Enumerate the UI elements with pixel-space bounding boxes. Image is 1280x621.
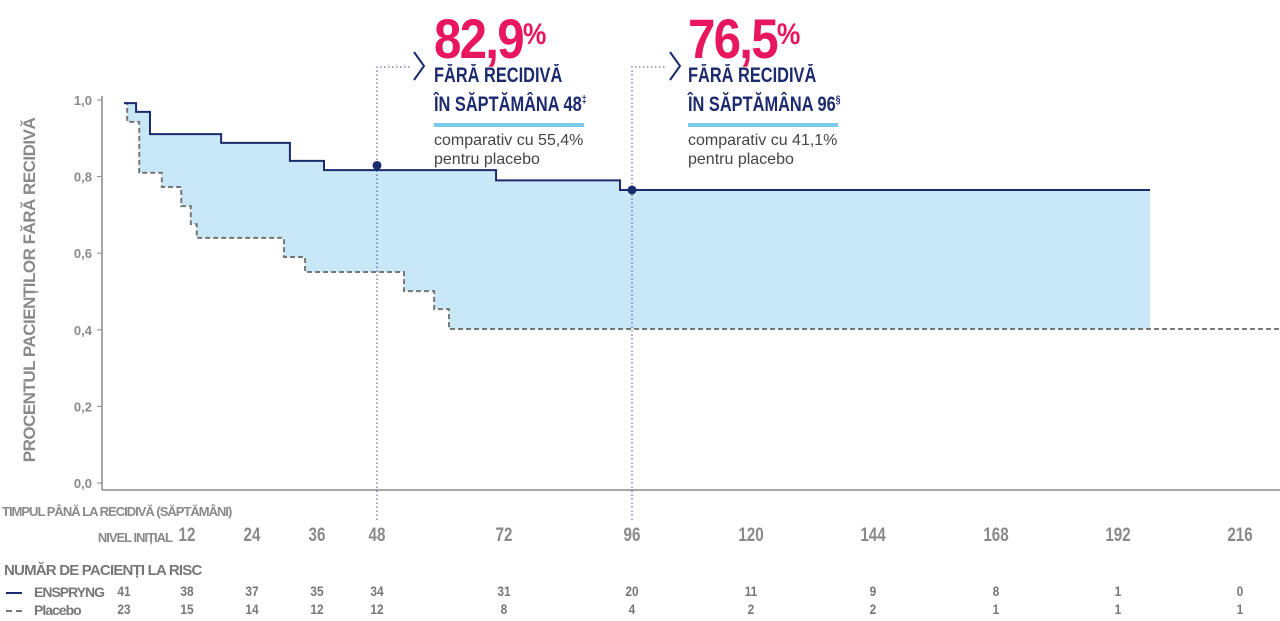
y-tick-label: 0,2 <box>74 399 92 414</box>
risk-count-placebo: 1 <box>992 601 1000 617</box>
x-axis-label: TIMPUL PÂNĂ LA RECIDIVĂ (SĂPTĂMÂNI) <box>2 504 232 519</box>
annotation-point <box>372 160 382 170</box>
risk-count-enspryng: 20 <box>625 583 639 599</box>
y-tick-label: 0,4 <box>74 323 93 338</box>
legend-solid-line-icon <box>6 592 22 594</box>
annotation-week-96: 76,5% FĂRĂ RECIDIVĂ ÎN SĂPTĂMÂNA 96§ com… <box>688 7 841 168</box>
risk-table-title: NUMĂR DE PACIENȚI LA RISC <box>4 562 202 579</box>
placebo-curve <box>124 102 1280 331</box>
y-tick-label: 1,0 <box>74 93 92 108</box>
guide-dotted-line <box>376 66 411 520</box>
y-axis-label: PROCENTUL PACIENȚILOR FĂRĂ RECIDIVĂ <box>20 117 39 463</box>
risk-count-enspryng: 34 <box>370 583 384 599</box>
risk-count-placebo: 12 <box>370 601 384 617</box>
risk-count-placebo: 2 <box>869 601 877 617</box>
risk-count-placebo: 12 <box>310 601 324 617</box>
enspryng-curve <box>124 102 1151 192</box>
risk-count-placebo: 2 <box>747 601 755 617</box>
risk-count-placebo: 1 <box>1236 601 1244 617</box>
risk-count-enspryng: 8 <box>992 583 1000 599</box>
x-tick-label: 48 <box>368 525 386 546</box>
risk-count-enspryng: 38 <box>180 583 194 599</box>
x-tick-label: 96 <box>623 525 641 546</box>
risk-count-enspryng: 37 <box>245 583 259 599</box>
guide-dotted-line <box>631 66 667 520</box>
annotation-value: 82,9% <box>434 7 547 70</box>
risk-count-enspryng: 11 <box>744 583 758 599</box>
x-tick-label: 12 <box>178 525 196 546</box>
risk-count-enspryng: 0 <box>1236 583 1244 599</box>
risk-count-placebo: 1 <box>1114 601 1122 617</box>
x-tick-label: 36 <box>308 525 326 546</box>
annotation-value: 76,5% <box>688 7 801 70</box>
x-tick-label: 216 <box>1227 525 1253 546</box>
risk-count-enspryng: 9 <box>869 583 877 599</box>
annotation-week-48: 82,9% FĂRĂ RECIDIVĂ ÎN SĂPTĂMÂNA 48‡ com… <box>434 7 587 168</box>
chevron-right-icon <box>413 51 426 81</box>
risk-count-placebo: 15 <box>180 601 194 617</box>
risk-count-placebo: 14 <box>245 601 259 617</box>
x-tick-baseline: NIVEL INIȚIAL <box>97 530 173 545</box>
risk-count-placebo: 4 <box>628 601 636 617</box>
y-tick-label: 0,0 <box>74 476 92 491</box>
x-tick-label: 168 <box>983 525 1009 546</box>
annotation-point <box>627 185 637 195</box>
risk-count-placebo: 23 <box>117 601 131 617</box>
risk-count-enspryng: 31 <box>497 583 511 599</box>
x-tick-label: 144 <box>860 525 886 546</box>
risk-count-enspryng: 1 <box>1114 583 1122 599</box>
x-tick-label: 192 <box>1105 525 1131 546</box>
survival-difference-fill <box>124 103 1151 330</box>
legend-dashed-line-icon <box>6 610 22 612</box>
x-tick-label: 24 <box>243 525 261 546</box>
x-tick-label: 120 <box>738 525 764 546</box>
chevron-right-icon <box>669 51 682 81</box>
annotation-underline <box>688 123 838 127</box>
y-tick-label: 0,8 <box>74 170 92 185</box>
annotation-underline <box>434 123 584 127</box>
risk-count-placebo: 8 <box>500 601 508 617</box>
y-tick-label: 0,6 <box>74 246 92 261</box>
x-tick-label: 72 <box>495 525 513 546</box>
risk-count-enspryng: 41 <box>117 583 131 599</box>
risk-count-enspryng: 35 <box>310 583 324 599</box>
